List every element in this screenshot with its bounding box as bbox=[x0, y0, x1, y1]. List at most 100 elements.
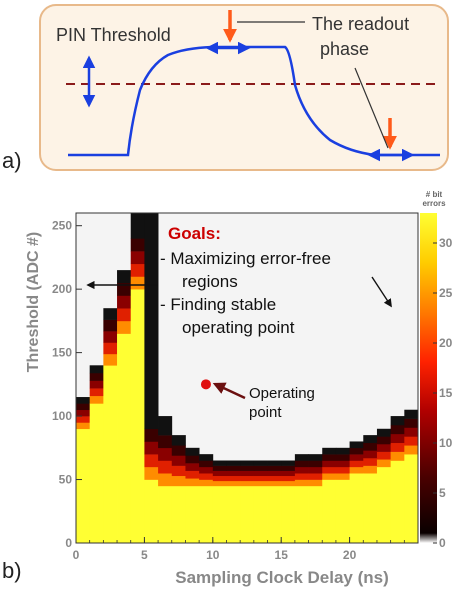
heatmap-cell-transition bbox=[322, 447, 337, 455]
colorbar bbox=[420, 213, 437, 543]
heatmap-cell-transition bbox=[322, 473, 337, 480]
heatmap-cell-high-errors bbox=[226, 485, 241, 543]
colorbar-tick-label: 0 bbox=[439, 536, 446, 550]
heatmap-cell-transition bbox=[281, 480, 296, 487]
heatmap-cell-transition bbox=[390, 451, 405, 461]
heatmap-cell-transition bbox=[363, 435, 378, 444]
heatmap-cell-transition bbox=[185, 463, 200, 471]
heatmap-cell-transition bbox=[267, 460, 282, 466]
heatmap-cell-transition bbox=[404, 436, 419, 446]
heatmap-cell-transition bbox=[89, 372, 104, 381]
heatmap-cell-transition bbox=[117, 282, 132, 296]
heatmap-cell-transition bbox=[212, 460, 227, 466]
heatmap-cell-high-errors bbox=[376, 466, 392, 543]
heatmap-cell-transition bbox=[404, 445, 419, 455]
heatmap-cell-transition bbox=[226, 460, 241, 466]
heatmap-cell-transition bbox=[89, 365, 104, 374]
heatmap-cell-transition bbox=[281, 470, 296, 477]
heatmap-cell-high-errors bbox=[212, 485, 227, 543]
heatmap-cell-transition bbox=[253, 475, 268, 482]
heatmap-cell-transition bbox=[76, 403, 91, 411]
heatmap-cell-high-errors bbox=[240, 485, 255, 543]
heatmap-cell-transition bbox=[308, 466, 323, 474]
heatmap-cell-transition bbox=[349, 454, 364, 461]
heatmap-cell-transition bbox=[240, 465, 255, 471]
heatmap-cell-transition bbox=[171, 455, 186, 466]
heatmap-cell-transition bbox=[253, 470, 268, 477]
heatmap-cell-transition bbox=[335, 473, 350, 480]
heatmap-cell-high-errors bbox=[294, 485, 309, 543]
heatmap-cell-transition bbox=[281, 460, 296, 466]
operating-point-marker bbox=[200, 379, 211, 390]
heatmap-cell-transition bbox=[349, 447, 364, 455]
y-tick-label: 200 bbox=[52, 282, 72, 296]
heatmap-cell-transition bbox=[76, 422, 91, 430]
x-tick-label: 20 bbox=[343, 548, 357, 562]
y-axis-title: Threshold (ADC #) bbox=[25, 232, 42, 372]
x-axis: 0 5 10 15 20 bbox=[73, 537, 419, 562]
heatmap-cell-transition bbox=[322, 460, 337, 468]
heatmap-cell-transition bbox=[199, 454, 214, 461]
heatmap-cell-transition bbox=[294, 479, 309, 487]
heatmap-cell-transition bbox=[349, 466, 364, 474]
heatmap-cell-transition bbox=[281, 465, 296, 471]
heatmap-cell-high-errors bbox=[171, 485, 186, 543]
colorbar-tick-label: 15 bbox=[439, 386, 453, 400]
heatmap-cell-transition bbox=[322, 466, 337, 474]
y-tick-label: 50 bbox=[59, 473, 73, 487]
heatmap-cell-transition bbox=[281, 475, 296, 482]
y-tick-label: 100 bbox=[52, 409, 72, 423]
heatmap-cell-transition bbox=[89, 395, 104, 404]
colorbar-title-line2: errors bbox=[422, 199, 446, 208]
heatmap-cell-transition bbox=[158, 460, 173, 474]
colorbar-title-line1: # bit bbox=[426, 190, 443, 199]
heatmap-cell-transition bbox=[349, 460, 364, 468]
heatmap-cell-transition bbox=[308, 460, 323, 468]
heatmap-cell-transition bbox=[253, 460, 268, 466]
x-tick-label: 10 bbox=[206, 548, 220, 562]
heatmap-cell-transition bbox=[363, 457, 378, 466]
heatmap-cell-transition bbox=[267, 475, 282, 482]
heatmap-cell-high-errors bbox=[349, 473, 364, 543]
readout-phase-label-line2: phase bbox=[320, 39, 369, 59]
heatmap-cell-transition bbox=[376, 436, 392, 445]
x-tick-label: 15 bbox=[275, 548, 289, 562]
heatmap-cell-transition bbox=[171, 475, 186, 487]
heatmap-cell-high-errors bbox=[404, 454, 419, 543]
heatmap-cell-transition bbox=[76, 416, 91, 423]
heatmap-cell-transition bbox=[390, 442, 405, 452]
heatmap-cell-transition bbox=[226, 475, 241, 482]
heatmap-cell-transition bbox=[267, 465, 282, 471]
y-axis: 0 50 100 150 200 250 bbox=[52, 219, 82, 550]
heatmap-cell-transition bbox=[390, 433, 405, 444]
colorbar-tick-label: 25 bbox=[439, 286, 453, 300]
heatmap-cell-transition bbox=[267, 470, 282, 477]
readout-leader-bottom bbox=[354, 67, 389, 149]
y-tick-label: 150 bbox=[52, 346, 72, 360]
heatmap-cell-high-errors bbox=[281, 485, 296, 543]
heatmap-cell-transition bbox=[404, 427, 419, 437]
heatmap-cell-transition bbox=[376, 459, 392, 468]
panel-a-label: a) bbox=[2, 148, 22, 173]
heatmap-cell-transition bbox=[117, 308, 132, 322]
heatmap-cell-transition bbox=[144, 454, 159, 468]
heatmap-cell-transition bbox=[130, 276, 145, 290]
heatmap-cell-transition bbox=[171, 465, 186, 477]
heatmap-cell-transition bbox=[144, 213, 159, 430]
heatmap-cell-transition bbox=[226, 480, 241, 487]
panel-a-box bbox=[39, 4, 449, 171]
heatmap-cell-transition bbox=[240, 475, 255, 482]
heatmap-cell-transition bbox=[308, 479, 323, 487]
heatmap-cell-transition bbox=[267, 480, 282, 487]
heatmap-cell-transition bbox=[212, 465, 227, 471]
panel-a: PIN Threshold The readout phase a) bbox=[2, 4, 449, 173]
heatmap-cell-transition bbox=[158, 435, 173, 449]
colorbar-tick-label: 10 bbox=[439, 436, 453, 450]
heatmap-cell-transition bbox=[212, 475, 227, 482]
heatmap-cell-transition bbox=[294, 454, 309, 461]
heatmap-cell-transition bbox=[226, 470, 241, 477]
heatmap-cell-transition bbox=[322, 454, 337, 461]
heatmap-cell-transition bbox=[294, 466, 309, 474]
heatmap-cell-transition bbox=[335, 466, 350, 474]
heatmap-cell-transition bbox=[130, 238, 145, 252]
